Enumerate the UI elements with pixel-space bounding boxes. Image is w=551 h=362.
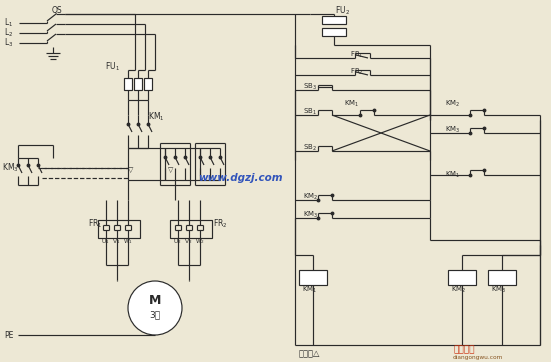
Text: 3～: 3～ — [149, 311, 160, 320]
Text: SB$_3$: SB$_3$ — [303, 82, 317, 92]
Text: KM$_2$: KM$_2$ — [451, 285, 466, 295]
Text: FU$_2$: FU$_2$ — [335, 5, 350, 17]
Text: KM$_1$: KM$_1$ — [302, 285, 317, 295]
Text: V$_1$: V$_1$ — [112, 237, 120, 247]
Bar — [98, 220, 140, 238]
Bar — [124, 78, 132, 90]
Text: KM$_1$: KM$_1$ — [148, 111, 165, 123]
Bar — [488, 270, 516, 285]
Text: W$_2$: W$_2$ — [195, 237, 205, 247]
Text: ▽: ▽ — [168, 167, 174, 173]
Text: FU$_1$: FU$_1$ — [105, 61, 120, 73]
Text: FR$_2$: FR$_2$ — [350, 67, 364, 77]
Text: M: M — [149, 295, 161, 307]
Text: W$_1$: W$_1$ — [123, 237, 133, 247]
Text: KM$_3$: KM$_3$ — [445, 125, 461, 135]
Bar — [170, 220, 212, 238]
Bar — [144, 78, 152, 90]
Text: QS: QS — [52, 7, 63, 16]
Text: L$_3$: L$_3$ — [4, 37, 13, 49]
Text: FR$_1$: FR$_1$ — [88, 218, 102, 230]
Text: FR$_1$: FR$_1$ — [350, 50, 364, 60]
Text: V$_2$: V$_2$ — [184, 237, 192, 247]
Text: SB$_1$: SB$_1$ — [303, 107, 317, 117]
Text: 低速（△: 低速（△ — [299, 349, 321, 358]
Bar — [299, 270, 327, 285]
Text: U$_2$: U$_2$ — [173, 237, 182, 247]
Text: diangongwu.com: diangongwu.com — [453, 355, 504, 361]
Text: FR$_2$: FR$_2$ — [213, 218, 228, 230]
Text: L$_2$: L$_2$ — [4, 27, 13, 39]
Text: KM$_2$: KM$_2$ — [445, 99, 460, 109]
Text: L$_1$: L$_1$ — [4, 17, 13, 29]
Bar — [448, 270, 476, 285]
Bar — [322, 28, 346, 36]
Text: KM$_1$: KM$_1$ — [344, 99, 359, 109]
Text: U$_1$: U$_1$ — [101, 237, 110, 247]
Bar — [322, 16, 346, 24]
Text: KM$_3$: KM$_3$ — [2, 162, 19, 174]
Text: PE: PE — [4, 331, 13, 340]
Text: 电工之屋: 电工之屋 — [453, 345, 474, 354]
Text: KM$_3$: KM$_3$ — [303, 210, 318, 220]
Text: www.dgzj.com: www.dgzj.com — [198, 173, 283, 183]
Circle shape — [128, 281, 182, 335]
Text: KM$_1$: KM$_1$ — [445, 170, 460, 180]
Text: KM$_3$: KM$_3$ — [491, 285, 506, 295]
Text: KM$_2$: KM$_2$ — [303, 192, 318, 202]
Bar — [134, 78, 142, 90]
Text: SB$_2$: SB$_2$ — [303, 143, 317, 153]
Text: ▽: ▽ — [128, 167, 133, 173]
